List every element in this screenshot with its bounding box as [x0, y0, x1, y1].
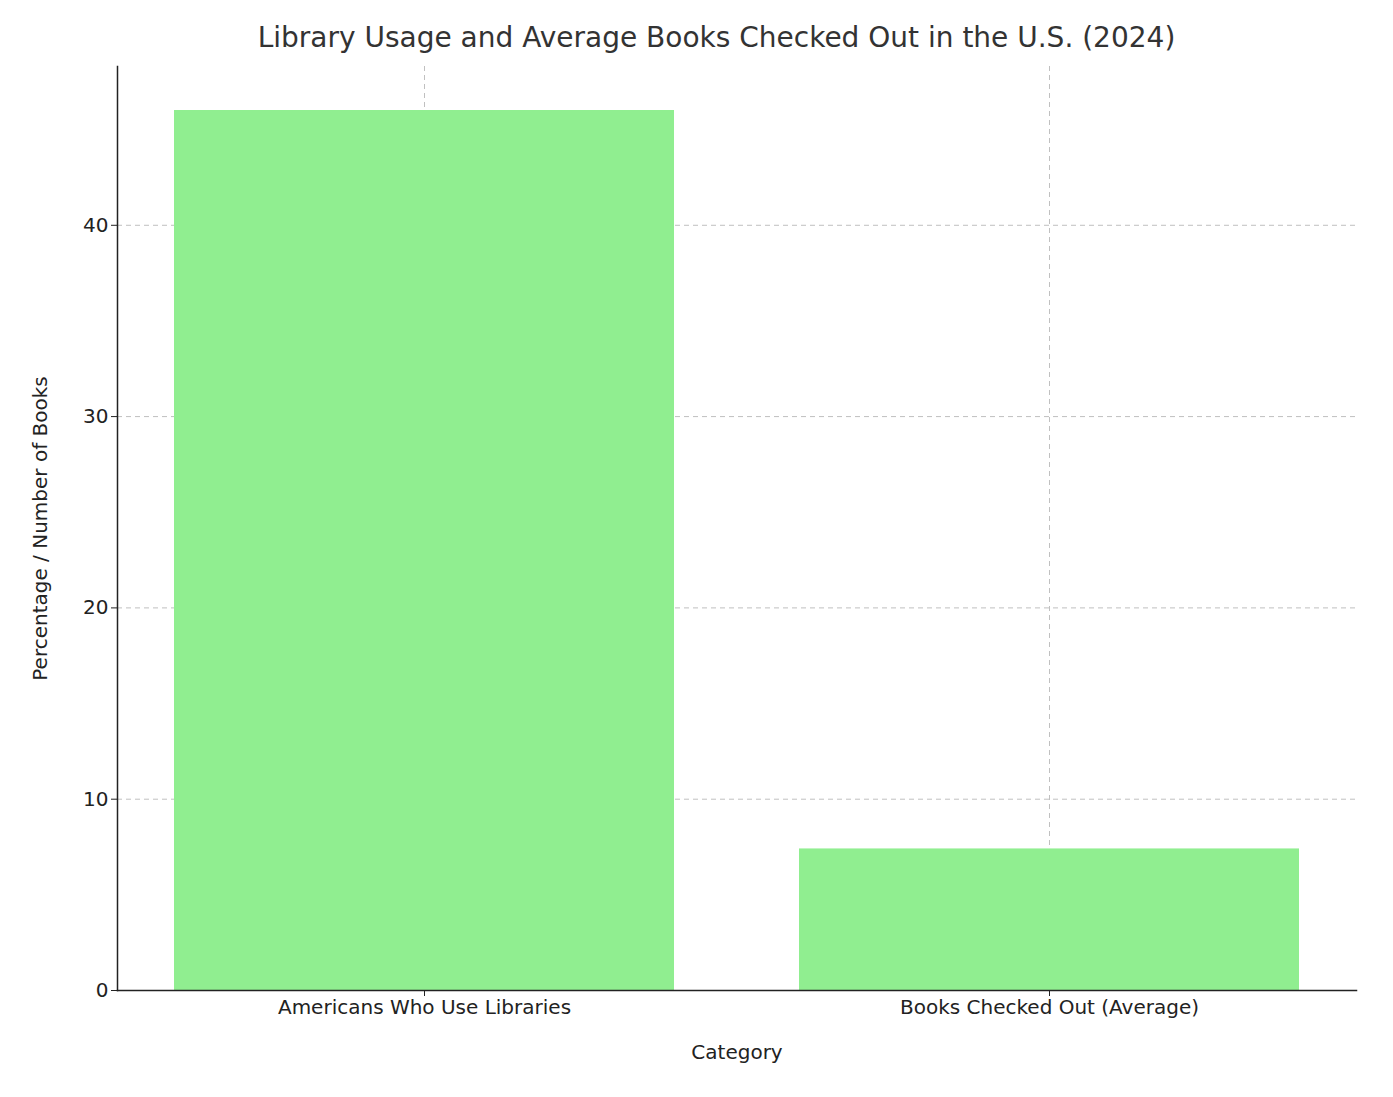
svg-text:Percentage / Number of Books: Percentage / Number of Books	[28, 376, 52, 681]
html-text:Library Usage and Average Book: Library Usage and Average Books Checked …	[257, 21, 1176, 54]
svg-text:0: 0	[96, 978, 109, 1002]
svg-text:20: 20	[83, 595, 108, 619]
svg-text:30: 30	[83, 404, 108, 428]
svg-text:Americans Who Use Libraries: Americans Who Use Libraries	[278, 995, 571, 1019]
svg-text:10: 10	[83, 787, 108, 811]
svg-text:Books Checked Out (Average): Books Checked Out (Average)	[900, 995, 1199, 1019]
svg-text:40: 40	[83, 213, 108, 237]
svg-text:Category: Category	[691, 1040, 783, 1064]
